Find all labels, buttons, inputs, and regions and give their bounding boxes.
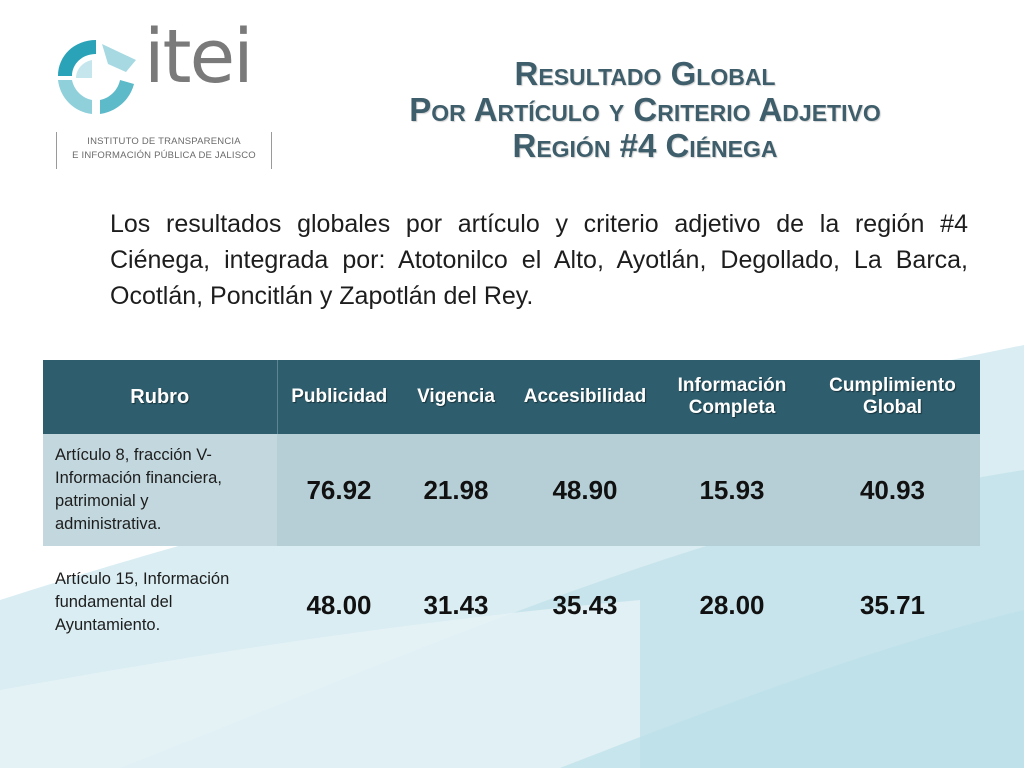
value-vigencia: 31.43 <box>423 590 489 620</box>
logo-subtitle: INSTITUTO DE TRANSPARENCIA E INFORMACIÓN… <box>56 132 272 169</box>
value-informacion-completa: 15.93 <box>659 434 805 546</box>
header-informacion-completa: Información Completa <box>659 360 805 434</box>
itei-logo-mark-icon <box>58 40 136 114</box>
value-cumplimiento-global: 40.93 <box>805 434 980 546</box>
logo-subtitle-line2: E INFORMACIÓN PÚBLICA DE JALISCO <box>72 150 256 161</box>
header-publicidad: Publicidad <box>277 360 401 434</box>
header-cumplimiento-global: Cumplimiento Global <box>805 360 980 434</box>
title-line-3: Región #4 Ciénega <box>512 127 778 164</box>
header-vigencia: Vigencia <box>401 360 511 434</box>
itei-wordmark: itei <box>144 14 254 100</box>
table-row-articulo-15: Artículo 15, Información fundamental del… <box>43 546 980 709</box>
rubro-articulo-8: Artículo 8, fracción V- Información fina… <box>43 434 277 546</box>
value-publicidad: 48.00 <box>306 590 372 620</box>
slide-title: Resultado Global Por Artículo y Criterio… <box>330 56 960 164</box>
title-line-1: Resultado Global <box>514 55 776 92</box>
table-row-articulo-8: Artículo 8, fracción V- Información fina… <box>43 434 980 546</box>
value-vigencia: 21.98 <box>401 434 511 546</box>
logo-subtitle-line1: INSTITUTO DE TRANSPARENCIA <box>87 136 241 147</box>
value-accesibilidad: 35.43 <box>552 590 618 620</box>
rubro-articulo-15: Artículo 15, Información fundamental del… <box>55 570 230 634</box>
value-publicidad: 76.92 <box>277 434 401 546</box>
header-accesibilidad: Accesibilidad <box>511 360 659 434</box>
table-header-row: Rubro Publicidad Vigencia Accesibilidad … <box>43 360 980 434</box>
results-table: Rubro Publicidad Vigencia Accesibilidad … <box>43 360 980 709</box>
value-cumplimiento-global: 35.71 <box>859 590 926 620</box>
itei-logo: itei INSTITUTO DE TRANSPARENCIA E INFORM… <box>52 20 292 178</box>
header-rubro: Rubro <box>43 360 278 434</box>
intro-paragraph: Los resultados globales por artículo y c… <box>110 210 968 310</box>
title-line-2: Por Artículo y Criterio Adjetivo <box>409 91 881 128</box>
value-informacion-completa: 28.00 <box>699 590 765 620</box>
value-accesibilidad: 48.90 <box>511 434 659 546</box>
